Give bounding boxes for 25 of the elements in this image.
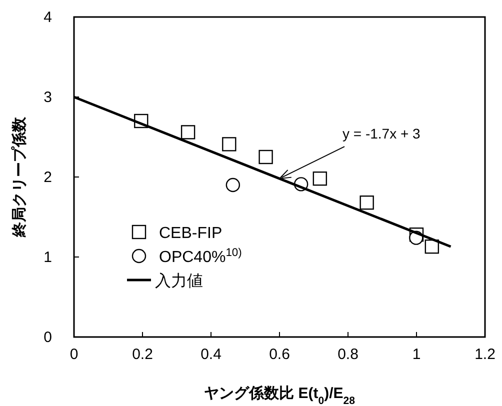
annotation: y = -1.7x + 3 bbox=[342, 126, 421, 142]
y-tick-label: 4 bbox=[44, 9, 52, 26]
x-tick-label: 1 bbox=[412, 346, 421, 363]
y-tick-label: 1 bbox=[44, 249, 52, 266]
point bbox=[312, 172, 328, 186]
point bbox=[180, 125, 196, 140]
x-tick-label: 0 bbox=[70, 346, 78, 363]
y-tick-label: 3 bbox=[44, 89, 52, 106]
legend-label: CEB-FIP bbox=[159, 225, 222, 242]
y-tick-label: 2 bbox=[44, 169, 52, 186]
y-tick-label: 0 bbox=[44, 329, 52, 346]
y-axis-title: 終局クリープ係数 bbox=[11, 116, 28, 238]
x-tick-label: 0.8 bbox=[338, 346, 358, 363]
x-tick-label: 0.4 bbox=[200, 346, 222, 363]
x-tick-label: 1.2 bbox=[474, 346, 496, 363]
legend-label: 入力値 bbox=[155, 272, 203, 290]
point bbox=[222, 137, 236, 152]
legend-label: OPC40%$^{10)}$ bbox=[159, 247, 242, 266]
x-axis-title: ヤング係数比 E(t$_{0}$)/E$_{28}$ bbox=[204, 385, 356, 406]
point bbox=[258, 150, 273, 164]
x-tick-label: 0.6 bbox=[269, 346, 290, 363]
point bbox=[424, 240, 440, 254]
x-tick-label: 0.2 bbox=[132, 346, 153, 363]
point bbox=[226, 178, 240, 192]
point bbox=[360, 196, 374, 210]
